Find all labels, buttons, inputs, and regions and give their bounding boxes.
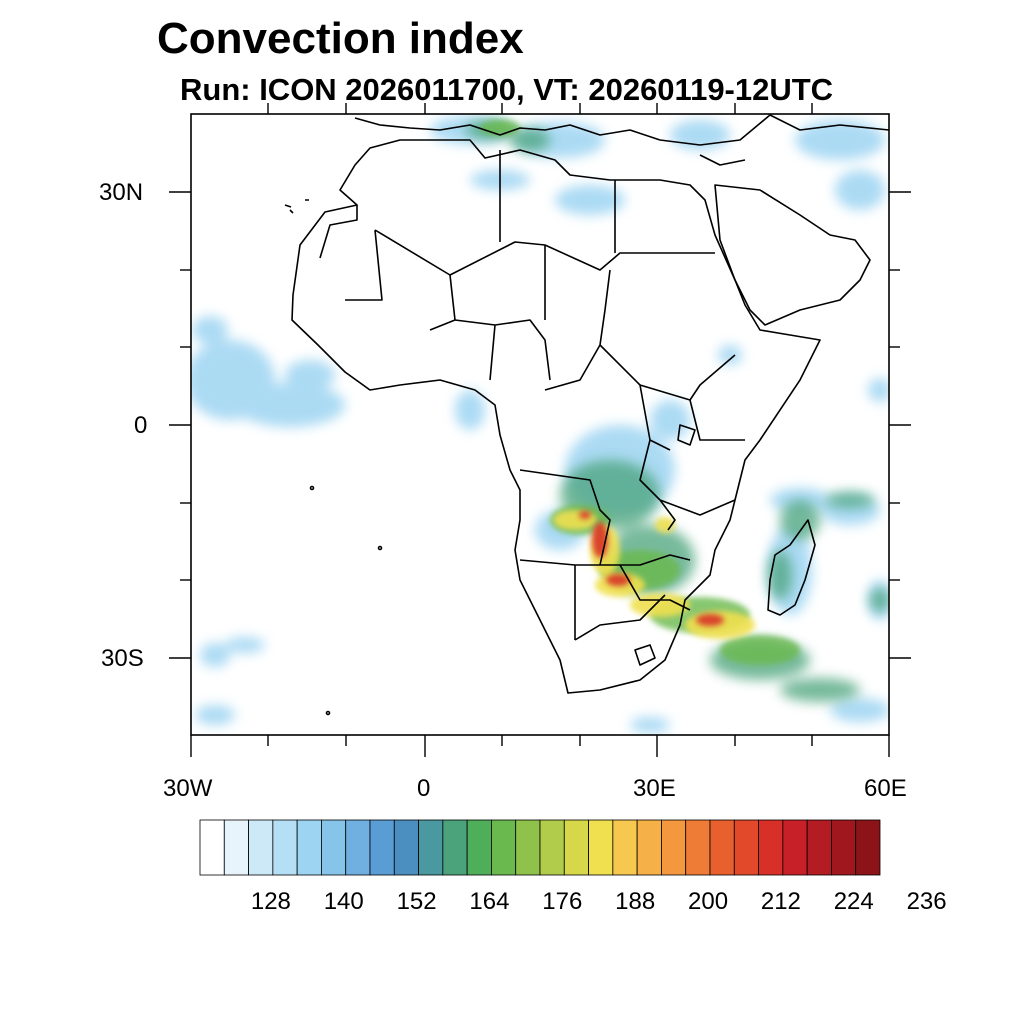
colorbar-tick-label: 128 [250, 888, 291, 915]
africa-coastline [291, 139, 821, 694]
colorbar-tick-label: 140 [323, 888, 364, 915]
chart-title: Convection index [157, 14, 524, 63]
country-borders [319, 150, 745, 641]
europe-coastline [354, 114, 771, 146]
colorbar-tick-label: 176 [542, 888, 583, 915]
convection-field [191, 116, 889, 733]
lon-label-0: 0 [417, 775, 431, 802]
colorbar-tick-label: 152 [396, 888, 437, 915]
colorbar-tick-label: 212 [760, 888, 801, 915]
colorbar-tick-label: 224 [833, 888, 874, 915]
lat-label-30s: 30S [101, 645, 144, 672]
lon-label-60e: 60E [864, 775, 907, 802]
colorbar-tick-label: 164 [469, 888, 510, 915]
arabia-coastline [714, 184, 871, 326]
colorbar-tick-label: 236 [906, 888, 947, 915]
colorbar-tick-label: 188 [615, 888, 656, 915]
lon-label-30w: 30W [163, 775, 213, 802]
colorbar-tick-label: 200 [688, 888, 729, 915]
coastlines-borders [284, 114, 889, 716]
madagascar-coastline [767, 519, 816, 616]
lat-label-0: 0 [134, 412, 148, 439]
lon-label-30e: 30E [633, 775, 676, 802]
axis-ticks [169, 103, 911, 757]
lat-label-30n: 30N [99, 179, 144, 206]
chart-subtitle: Run: ICON 2026011700, VT: 20260119-12UTC [180, 72, 834, 107]
